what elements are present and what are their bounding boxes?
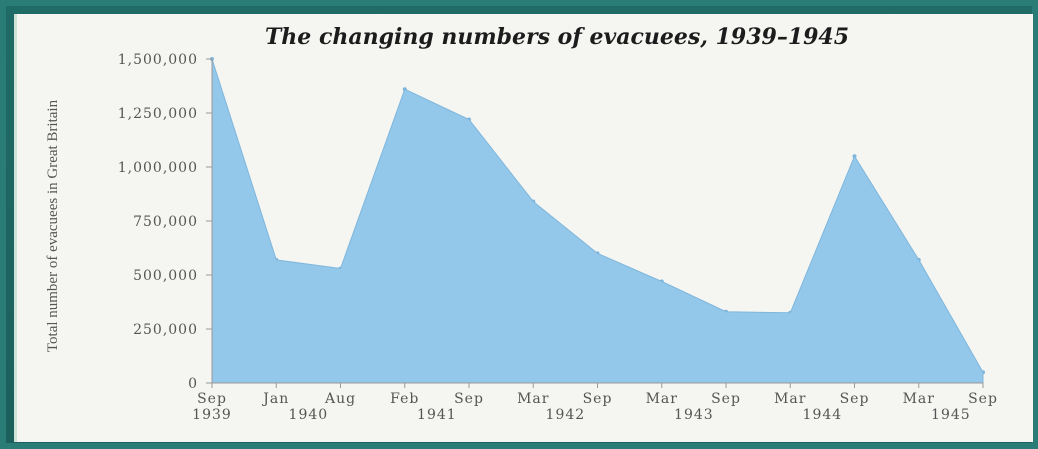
- x-tick-month: Sep: [583, 391, 613, 407]
- x-tick-month: Mar: [646, 391, 678, 407]
- x-tick-year: 1939: [192, 407, 232, 423]
- area-chart: The changing numbers of evacuees, 1939–1…: [45, 24, 998, 423]
- x-tick-month: Jan: [261, 391, 289, 407]
- x-tick-month: Mar: [517, 391, 549, 407]
- y-tick-label: 1,500,000: [118, 52, 198, 68]
- y-axis: 0 250,000 500,000 750,000 1,000,000 1,250,000…: [118, 52, 213, 392]
- y-tick-label: 750,000: [133, 214, 198, 230]
- x-tick-month: Mar: [774, 391, 806, 407]
- x-tick-month: Feb: [390, 391, 419, 407]
- x-tick-month: Sep: [711, 391, 741, 407]
- x-tick-year: 1945: [931, 407, 971, 423]
- x-tick-year: 1942: [546, 407, 586, 423]
- x-tick-year: 1944: [803, 407, 843, 423]
- x-tick-year: 1943: [674, 407, 714, 423]
- y-tick-label: 0: [188, 376, 198, 392]
- y-tick-label: 500,000: [133, 268, 198, 284]
- x-tick-year: 1941: [417, 407, 457, 423]
- y-axis-label: Total number of evacuees in Great Britai…: [45, 99, 61, 352]
- x-tick-month: Sep: [840, 391, 870, 407]
- x-tick-year: 1940: [289, 407, 329, 423]
- y-tick-label: 1,250,000: [118, 106, 198, 122]
- chart-panel: The changing numbers of evacuees, 1939–1…: [14, 14, 1033, 442]
- x-tick-month: Sep: [197, 391, 227, 407]
- evacuee-area: [211, 58, 984, 384]
- x-tick-month: Sep: [968, 391, 998, 407]
- y-tick-label: 250,000: [133, 322, 198, 338]
- chart-title: The changing numbers of evacuees, 1939–1…: [265, 24, 849, 50]
- x-tick-month: Mar: [903, 391, 935, 407]
- x-tick-month: Aug: [324, 391, 356, 407]
- x-tick-month: Sep: [454, 391, 484, 407]
- y-tick-label: 1,000,000: [118, 160, 198, 176]
